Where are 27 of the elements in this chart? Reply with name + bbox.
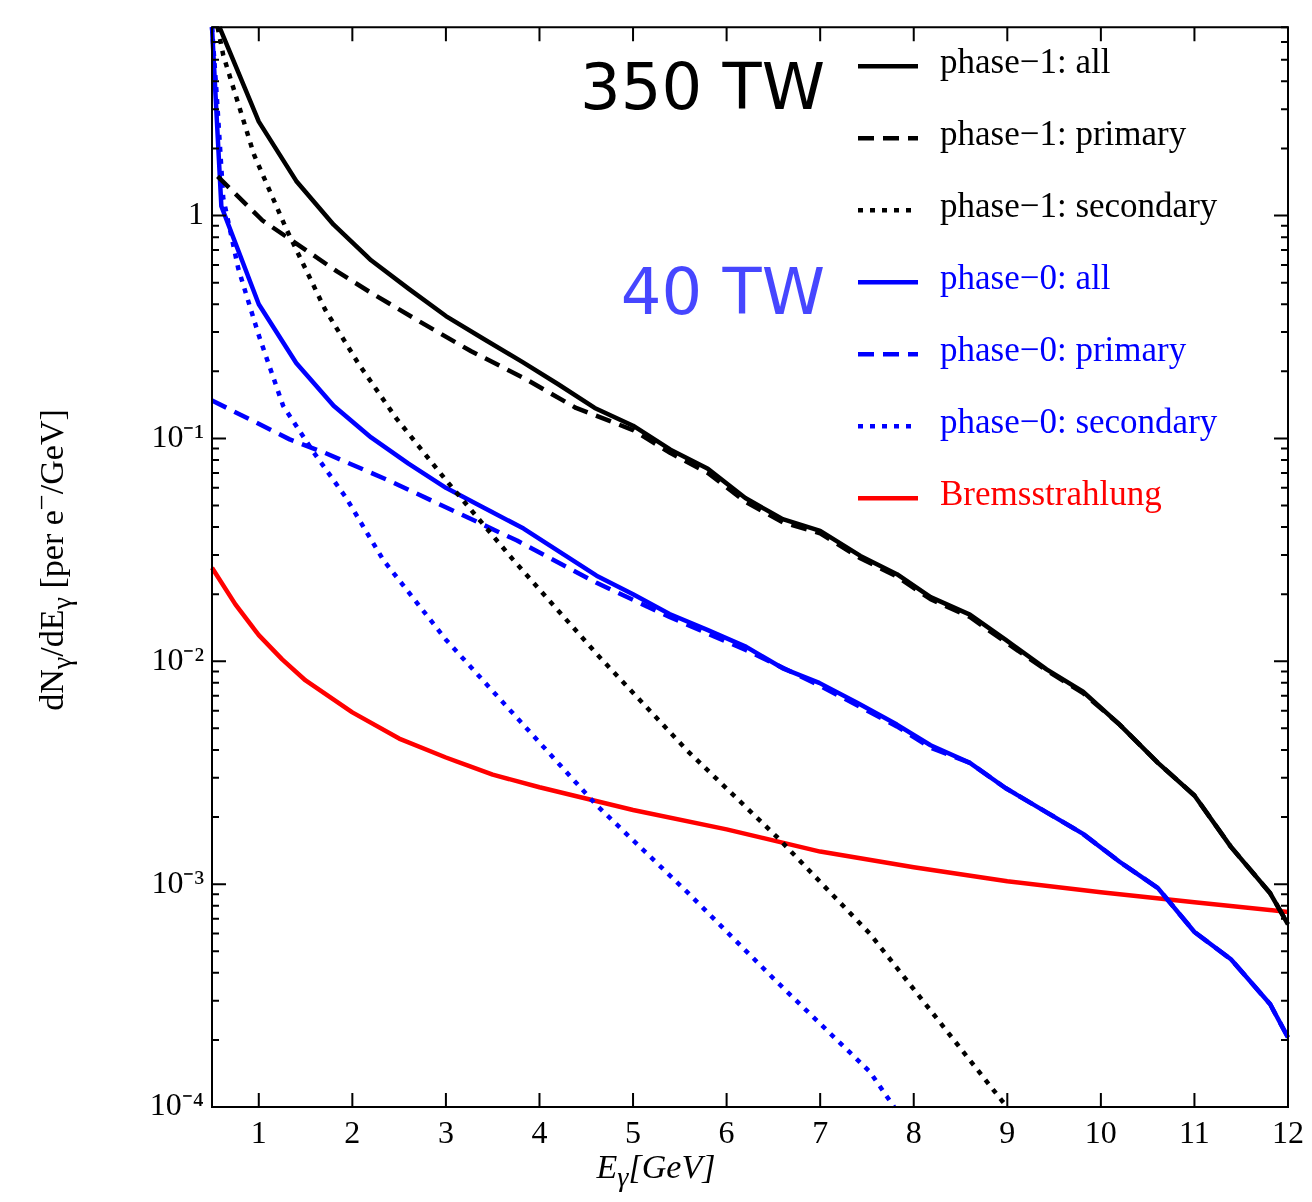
legend-label: phase−0: secondary — [940, 402, 1218, 442]
x-tick-label: 8 — [905, 1113, 922, 1150]
x-tick-label: 2 — [344, 1113, 361, 1150]
annotation: 350 TW — [580, 49, 825, 124]
legend-label: phase−1: secondary — [940, 186, 1218, 226]
legend-label: phase−1: all — [940, 42, 1111, 82]
y-tick-label: 10⁻⁴ — [149, 1086, 204, 1123]
annotation: 40 TW — [620, 254, 825, 329]
x-tick-label: 3 — [437, 1113, 454, 1150]
x-tick-label: 7 — [812, 1113, 829, 1150]
y-tick-label: 10⁻¹ — [151, 417, 204, 454]
legend-label: phase−0: all — [940, 258, 1111, 298]
x-tick-label: 12 — [1272, 1113, 1304, 1150]
y-tick-label: 10⁻³ — [151, 863, 204, 900]
legend-label: Bremsstrahlung — [940, 474, 1162, 514]
y-tick-label: 10⁻² — [151, 640, 204, 677]
x-tick-label: 4 — [531, 1113, 548, 1150]
legend-label: phase−0: primary — [940, 330, 1187, 370]
x-tick-label: 6 — [718, 1113, 735, 1150]
x-axis-title: E$_{γ}$[GeV] — [595, 1148, 717, 1193]
y-tick-label: 1 — [188, 194, 204, 231]
legend-label: phase−1: primary — [940, 114, 1187, 154]
x-tick-label: 5 — [625, 1113, 642, 1150]
x-tick-label: 11 — [1179, 1113, 1210, 1150]
x-tick-label: 1 — [250, 1113, 267, 1150]
x-tick-label: 9 — [999, 1113, 1016, 1150]
x-tick-label: 10 — [1084, 1113, 1117, 1150]
